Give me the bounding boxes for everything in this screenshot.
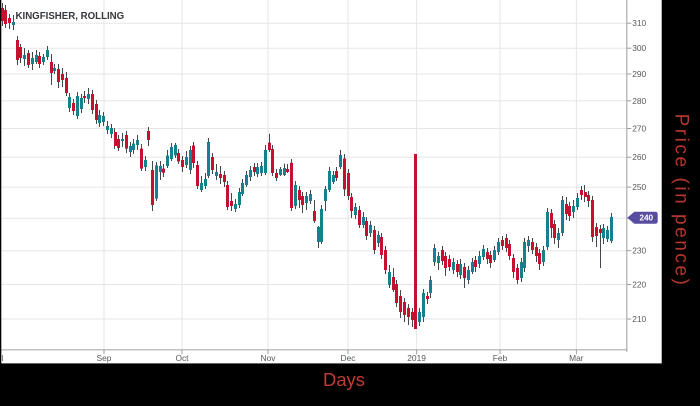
svg-text:Nov: Nov (261, 353, 277, 363)
svg-text:290: 290 (632, 69, 646, 79)
svg-text:2019: 2019 (407, 353, 426, 363)
svg-text:Mar: Mar (569, 353, 584, 363)
svg-text:KINGFISHER, ROLLING: KINGFISHER, ROLLING (16, 11, 125, 22)
svg-text:300: 300 (632, 43, 646, 53)
svg-text:220: 220 (632, 280, 646, 290)
svg-text:Feb: Feb (493, 353, 508, 363)
svg-text:230: 230 (632, 246, 646, 256)
svg-text:Sep: Sep (97, 353, 112, 363)
svg-text:260: 260 (632, 152, 646, 162)
svg-text:Jul: Jul (0, 353, 3, 363)
svg-text:Dec: Dec (341, 353, 356, 363)
svg-text:Oct: Oct (175, 353, 189, 363)
svg-text:Price (in pence): Price (in pence) (671, 114, 692, 288)
svg-text:240: 240 (639, 214, 653, 223)
svg-text:310: 310 (632, 18, 646, 28)
svg-text:250: 250 (632, 182, 646, 192)
svg-text:Days: Days (323, 369, 365, 390)
svg-text:270: 270 (632, 124, 646, 134)
svg-text:210: 210 (632, 314, 646, 324)
svg-text:280: 280 (632, 96, 646, 106)
